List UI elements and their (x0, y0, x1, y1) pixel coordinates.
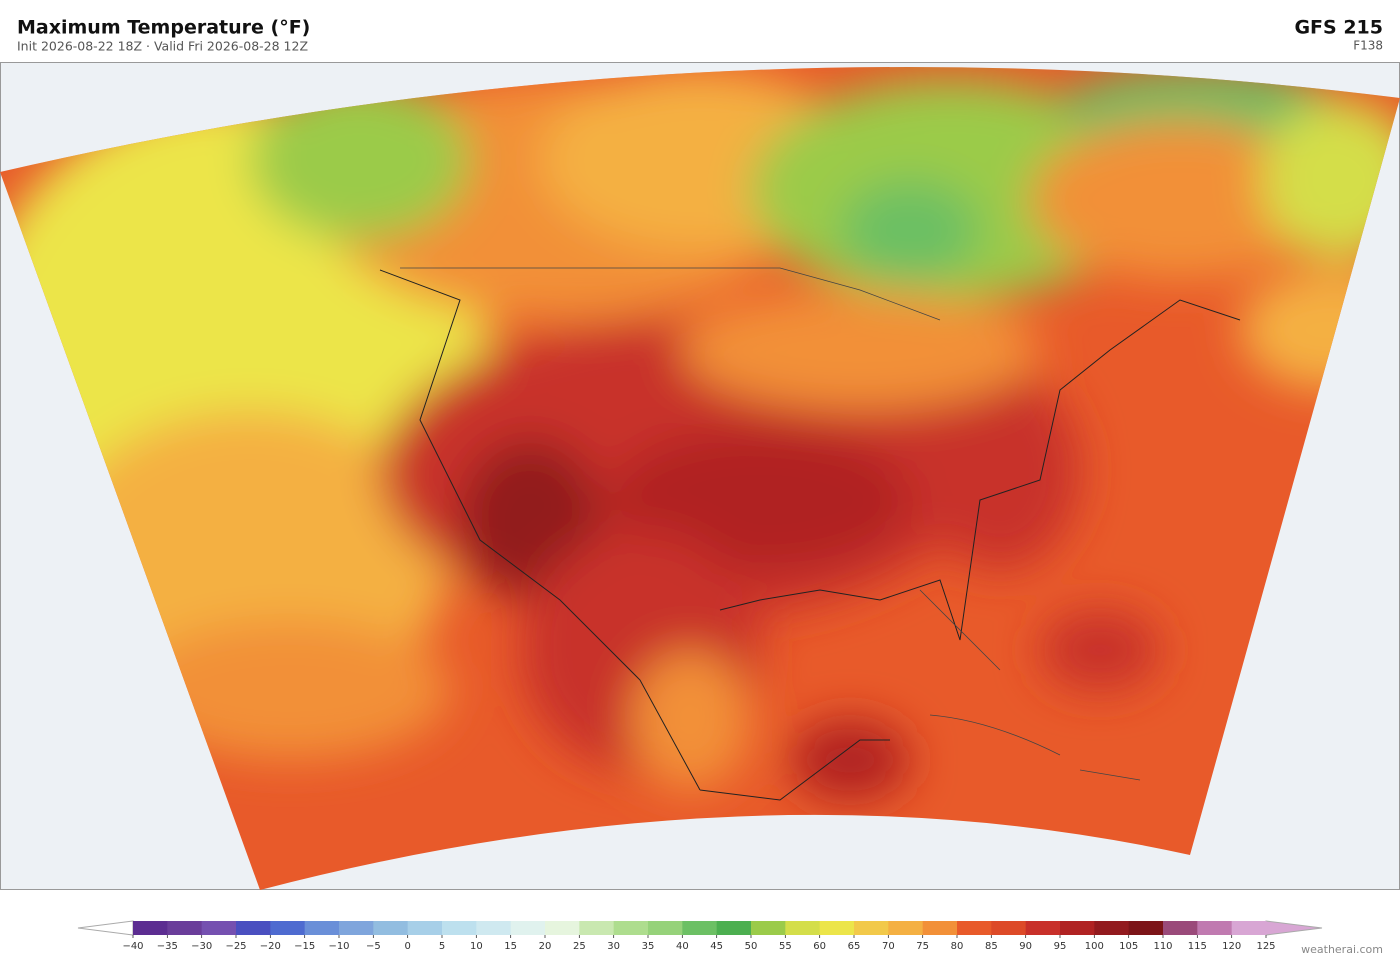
colorbar-segment (133, 921, 168, 935)
credit: weatherai.com (1301, 943, 1383, 956)
colorbar-segment (201, 921, 237, 935)
colorbar-tick-label: 120 (1222, 941, 1241, 952)
colorbar-tick-label: −30 (191, 941, 212, 952)
model-label: GFS 215 (1294, 17, 1383, 39)
colorbar-tick-label: 80 (951, 941, 964, 952)
colorbar-tick-label: 55 (779, 941, 792, 952)
colorbar-low-extension (77, 920, 134, 936)
colorbar-segment (922, 921, 958, 935)
colorbar-segment (442, 921, 477, 935)
colorbar-tick-label: 85 (985, 941, 998, 952)
colorbar-segment (1163, 921, 1198, 935)
colorbar-tick-label: −5 (366, 941, 381, 952)
borders (400, 267, 1141, 781)
colorbar-tick-label: 25 (573, 941, 586, 952)
colorbar-high-extension (1265, 920, 1323, 936)
colorbar-segment (854, 921, 889, 935)
colorbar-tick-label: −35 (157, 941, 178, 952)
colorbar-tick-label: 125 (1256, 941, 1275, 952)
colorbar-segment (270, 921, 306, 935)
colorbar-segment (1025, 921, 1061, 935)
colorbar-segment (1060, 921, 1095, 935)
colorbar: −40 −35 −30 −25 −20 −15 −10 −5 0 5 10 15 20 25 30 35 40 4… (77, 920, 1323, 952)
colorbar-tick-label: 90 (1019, 941, 1032, 952)
colorbar-segment (682, 921, 718, 935)
colorbar-segment (476, 921, 512, 935)
colorbar-tick-label: 60 (813, 941, 826, 952)
colorbar-segment (339, 921, 374, 935)
colorbar-tick-label: 15 (504, 941, 517, 952)
colorbar-tick-label: 20 (539, 941, 552, 952)
colorbar-tick-label: 30 (607, 941, 620, 952)
title: Maximum Temperature (°F) (17, 17, 310, 39)
colorbar-segment (991, 921, 1027, 935)
colorbar-tick-label: 40 (676, 941, 689, 952)
colorbar-segment (819, 921, 855, 935)
colorbar-tick-label: 75 (916, 941, 929, 952)
colorbar-tick-label: 10 (470, 941, 483, 952)
colorbar-tick-label: −20 (260, 941, 281, 952)
colorbar-segment (613, 921, 649, 935)
colorbar-segment (1231, 921, 1267, 935)
colorbar-tick-label: 45 (710, 941, 723, 952)
forecast-hour: F138 (1353, 39, 1383, 53)
colorbar-segment (304, 921, 340, 935)
colorbar-segment (236, 921, 271, 935)
colorbar-tick-label: −15 (294, 941, 315, 952)
colorbar-tick-label: 0 (404, 941, 410, 952)
colorbar-tick-label: 50 (745, 941, 758, 952)
map (0, 62, 1400, 891)
coastline (379, 269, 1241, 801)
colorbar-tick-label: 35 (642, 941, 655, 952)
colorbar-segment (716, 921, 752, 935)
subtitle: Init 2026-08-22 18Z · Valid Fri 2026-08-… (17, 39, 308, 54)
colorbar-tick-label: 95 (1054, 941, 1067, 952)
temperature-field (0, 67, 1400, 891)
colorbar-tick-label: −40 (122, 941, 143, 952)
colorbar-segment (579, 921, 615, 935)
colorbar-segment (785, 921, 821, 935)
colorbar-segment (1197, 921, 1233, 935)
colorbar-segment (510, 921, 546, 935)
colorbar-tick-label: 110 (1153, 941, 1172, 952)
colorbar-tick-label: −25 (225, 941, 246, 952)
colorbar-tick-label: 105 (1119, 941, 1138, 952)
colorbar-segment (407, 921, 443, 935)
colorbar-segment (1094, 921, 1130, 935)
colorbar-segment (888, 921, 924, 935)
colorbar-segment (751, 921, 786, 935)
colorbar-segment (648, 921, 683, 935)
colorbar-tick-label: 5 (439, 941, 445, 952)
colorbar-tick-label: 70 (882, 941, 895, 952)
colorbar-segment (545, 921, 580, 935)
colorbar-tick-label: 65 (848, 941, 861, 952)
colorbar-segment (167, 921, 203, 935)
colorbar-segment (373, 921, 409, 935)
colorbar-tick-label: 100 (1085, 941, 1104, 952)
colorbar-tick-label: 115 (1188, 941, 1207, 952)
colorbar-segment (957, 921, 992, 935)
colorbar-segment (1128, 921, 1164, 935)
colorbar-tick-label: −10 (328, 941, 349, 952)
